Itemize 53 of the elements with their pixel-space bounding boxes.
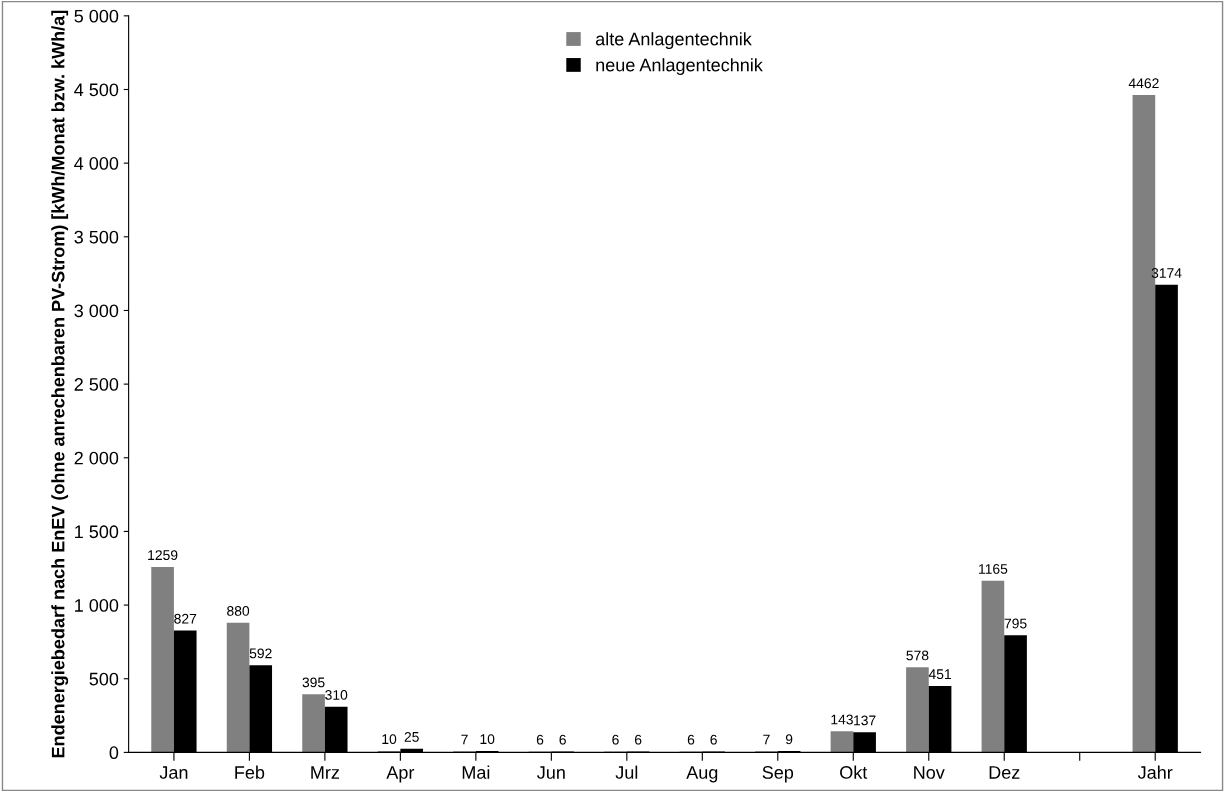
y-tick-label: 4 000 bbox=[74, 157, 119, 170]
data-label: 6 bbox=[536, 734, 544, 745]
y-tick-label: 1 000 bbox=[75, 599, 119, 612]
x-tick-label: Apr bbox=[386, 766, 415, 783]
data-label: 1165 bbox=[979, 564, 1008, 574]
x-tick-label: Jun bbox=[537, 766, 565, 779]
x-tick-label: Okt bbox=[840, 765, 868, 779]
data-label: 6 bbox=[612, 734, 619, 745]
data-label: 10 bbox=[382, 734, 397, 745]
data-label: 3174 bbox=[1151, 268, 1182, 278]
y-tick-label: 2 500 bbox=[74, 378, 119, 391]
data-label: 137 bbox=[854, 715, 876, 726]
data-label: 7 bbox=[763, 734, 770, 745]
legend-label: neue Anlagentechnik bbox=[596, 58, 763, 75]
data-label: 395 bbox=[302, 677, 325, 688]
data-label: 310 bbox=[325, 689, 348, 700]
x-tick-label: Mrz bbox=[311, 766, 340, 779]
data-label: 6 bbox=[634, 734, 642, 745]
y-tick-label: 4 500 bbox=[74, 83, 119, 97]
data-label: 827 bbox=[174, 613, 197, 624]
data-label: 4462 bbox=[1128, 78, 1159, 89]
y-tick-label: 1 500 bbox=[75, 525, 119, 539]
data-label: 6 bbox=[559, 734, 566, 745]
data-label: 9 bbox=[785, 734, 793, 745]
data-label: 592 bbox=[249, 648, 272, 659]
data-label: 6 bbox=[710, 734, 717, 745]
data-label: 795 bbox=[1004, 618, 1027, 629]
legend-label: alte Anlagentechnik bbox=[595, 32, 752, 50]
y-tick-label: 0 bbox=[109, 746, 119, 760]
x-tick-label: Mai bbox=[462, 765, 490, 779]
x-tick-label: Dez bbox=[989, 766, 1020, 779]
data-label: 1259 bbox=[148, 550, 178, 561]
y-tick-label: 3 000 bbox=[74, 304, 119, 318]
data-label: 880 bbox=[227, 606, 250, 616]
data-label: 143 bbox=[831, 714, 853, 725]
y-tick-label: 500 bbox=[89, 672, 119, 686]
data-label: 451 bbox=[928, 669, 951, 680]
x-tick-label: Jan bbox=[159, 766, 188, 779]
y-tick-label: 2 000 bbox=[74, 451, 119, 465]
x-tick-label: Feb bbox=[235, 765, 265, 779]
y-axis-title: Endenergiebedarf nach EnEV (ohne anrechenbaren PV-Strom) [kWh/Monat bzw. kWh/a] bbox=[51, 10, 69, 758]
x-tick-label: Sep bbox=[762, 766, 794, 783]
x-tick-label: Aug bbox=[686, 766, 718, 783]
data-label: 10 bbox=[480, 734, 495, 745]
y-tick-label: 5 000 bbox=[74, 9, 119, 23]
x-tick-label: Jahr bbox=[1137, 765, 1173, 779]
data-label: 7 bbox=[461, 734, 468, 745]
x-tick-label: Nov bbox=[914, 766, 945, 779]
data-label: 25 bbox=[404, 731, 419, 742]
data-label: 578 bbox=[906, 650, 929, 661]
data-label: 6 bbox=[687, 734, 695, 745]
y-tick-label: 3 500 bbox=[74, 230, 119, 244]
x-tick-label: Jul bbox=[615, 765, 638, 779]
